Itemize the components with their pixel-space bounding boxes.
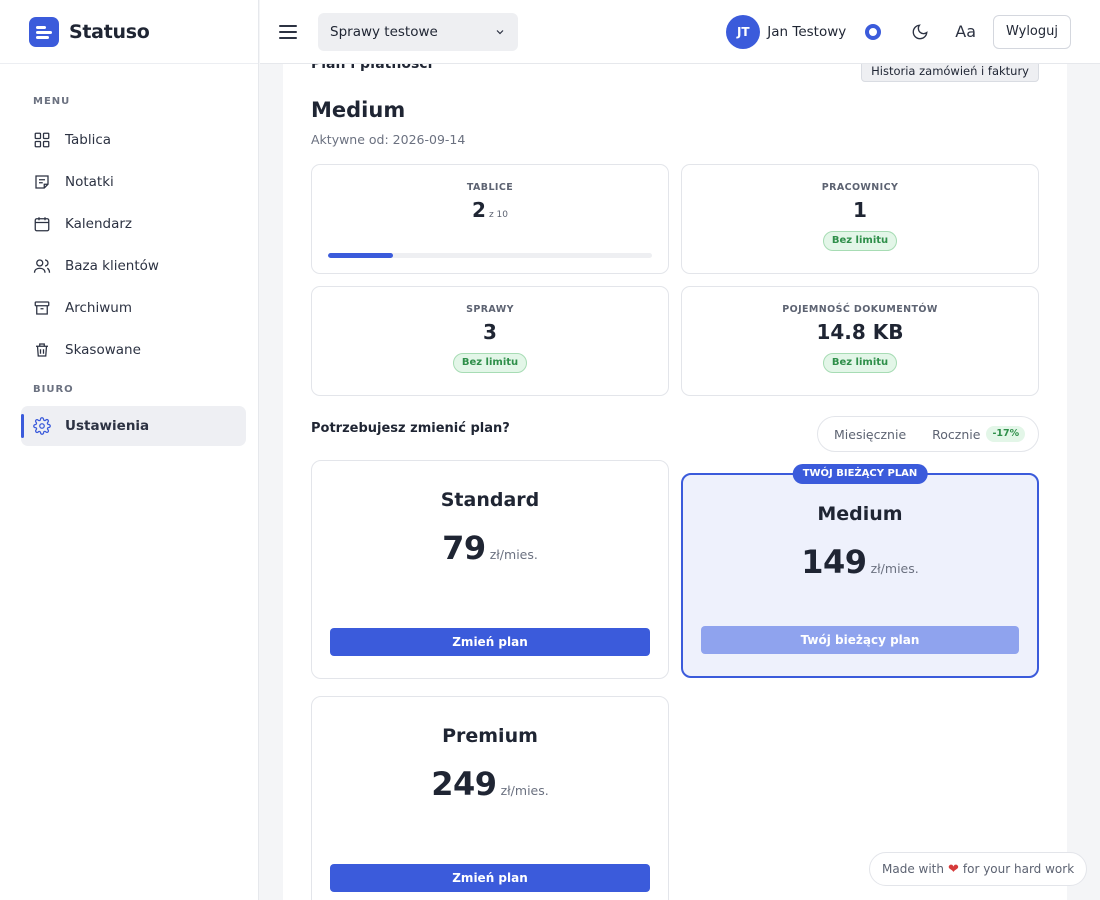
grid-icon	[34, 132, 50, 148]
menu-section-label: MENU	[33, 96, 71, 107]
sidebar-item-label: Skasowane	[65, 342, 141, 358]
font-size-toggle[interactable]: Aa	[955, 22, 976, 41]
billing-period-toggle: Miesięcznie Rocznie -17%	[817, 416, 1039, 452]
topbar: Sprawy testowe JT Jan Testowy Aa Wyloguj	[260, 0, 1100, 64]
stat-cases: SPRAWY 3 Bez limitu	[311, 286, 669, 396]
stat-workers: PRACOWNICY 1 Bez limitu	[681, 164, 1039, 274]
section-title: Plan i płatności	[311, 64, 433, 72]
chevron-down-icon	[496, 29, 504, 34]
sidebar-item-tablica[interactable]: Tablica	[21, 120, 246, 160]
avatar[interactable]: JT	[726, 14, 761, 49]
sidebar-item-label: Kalendarz	[65, 216, 132, 232]
stat-value: 3	[483, 320, 497, 344]
price-amount: 149	[801, 543, 867, 581]
current-plan-button: Twój bieżący plan	[701, 626, 1019, 654]
plan-title: Premium	[442, 725, 538, 747]
users-icon	[33, 259, 51, 273]
plan-price: 79 zł/mies.	[312, 529, 668, 567]
note-icon	[35, 175, 49, 189]
plan-price: 249 zł/mies.	[312, 765, 668, 803]
main-content: Plan i płatności Historia zamówień i fak…	[283, 64, 1067, 900]
status-indicator-icon[interactable]	[865, 23, 882, 40]
discount-badge: -17%	[986, 426, 1026, 442]
sidebar-item-label: Archiwum	[65, 300, 132, 316]
sidebar-item-skasowane[interactable]: Skasowane	[21, 330, 246, 370]
price-amount: 249	[431, 765, 497, 803]
archive-icon	[34, 301, 50, 315]
stat-label: PRACOWNICY	[821, 182, 899, 193]
current-plan-name: Medium	[311, 98, 406, 122]
hamburger-icon[interactable]	[279, 24, 297, 39]
change-plan-button[interactable]: Zmień plan	[330, 864, 650, 892]
plan-card-medium: TWÓJ BIEŻĄCY PLAN Medium 149 zł/mies. Tw…	[681, 464, 1039, 678]
order-history-button[interactable]: Historia zamówień i faktury	[861, 64, 1039, 82]
stat-label: POJEMNOŚĆ DOKUMENTÓW	[782, 304, 938, 315]
office-section-label: BIURO	[33, 384, 74, 395]
heart-icon: ❤	[947, 861, 959, 877]
sidebar-item-baza-klientow[interactable]: Baza klientów	[21, 246, 246, 286]
made-with-prefix: Made with	[882, 862, 944, 876]
made-with-badge: Made with ❤ for your hard work	[869, 852, 1088, 886]
made-with-suffix: for your hard work	[962, 862, 1075, 876]
unlimited-badge: Bez limitu	[822, 231, 898, 251]
unlimited-badge: Bez limitu	[822, 353, 898, 373]
sidebar-item-label: Notatki	[65, 174, 114, 190]
boards-progress	[328, 253, 652, 258]
plan-title: Medium	[817, 503, 903, 525]
boards-progress-fill	[328, 253, 393, 258]
sidebar-item-label: Ustawienia	[65, 418, 150, 434]
logout-button[interactable]: Wyloguj	[993, 14, 1071, 49]
stat-value: 1	[853, 198, 867, 222]
stat-storage: POJEMNOŚĆ DOKUMENTÓW 14.8 KB Bez limitu	[681, 286, 1039, 396]
plan-card-premium: Premium 249 zł/mies. Zmień plan	[311, 696, 669, 900]
sidebar-item-archiwum[interactable]: Archiwum	[21, 288, 246, 328]
brand-name: Statuso	[69, 20, 150, 43]
price-amount: 79	[442, 529, 486, 567]
plan-price: 149 zł/mies.	[683, 543, 1037, 581]
case-select-value: Sprawy testowe	[330, 23, 438, 40]
yearly-option[interactable]: Rocznie	[932, 426, 981, 442]
stat-value-number: 2	[472, 198, 486, 222]
trash-icon	[36, 343, 48, 357]
sidebar-item-notatki[interactable]: Notatki	[21, 162, 246, 202]
price-unit: zł/mies.	[500, 783, 549, 798]
case-select[interactable]: Sprawy testowe	[318, 12, 518, 51]
monthly-option[interactable]: Miesięcznie	[834, 426, 907, 442]
plan-card-standard: Standard 79 zł/mies. Zmień plan	[311, 460, 669, 679]
logo-icon	[29, 16, 59, 47]
price-unit: zł/mies.	[870, 561, 919, 576]
gear-icon	[33, 417, 51, 435]
sidebar-item-label: Baza klientów	[65, 258, 159, 274]
brand[interactable]: Statuso	[0, 0, 258, 64]
current-plan-tag: TWÓJ BIEŻĄCY PLAN	[792, 464, 928, 484]
unlimited-badge: Bez limitu	[452, 353, 528, 373]
change-plan-question: Potrzebujesz zmienić plan?	[311, 421, 510, 436]
stat-value: 14.8 KB	[816, 320, 904, 344]
user-name[interactable]: Jan Testowy	[767, 23, 847, 40]
price-unit: zł/mies.	[489, 547, 538, 562]
change-plan-button[interactable]: Zmień plan	[330, 628, 650, 656]
sidebar: Statuso MENU Tablica Notatki Kalendarz B…	[0, 0, 259, 900]
sidebar-item-label: Tablica	[65, 132, 112, 148]
sidebar-item-kalendarz[interactable]: Kalendarz	[21, 204, 246, 244]
stat-sub: z 10	[488, 210, 508, 220]
stat-label: SPRAWY	[466, 304, 514, 315]
sidebar-item-ustawienia[interactable]: Ustawienia	[21, 406, 246, 446]
active-since: Aktywne od: 2026-09-14	[311, 132, 466, 147]
moon-icon[interactable]	[911, 23, 929, 41]
stat-label: TABLICE	[466, 182, 514, 193]
plan-title: Standard	[440, 489, 540, 511]
calendar-icon	[34, 217, 50, 232]
